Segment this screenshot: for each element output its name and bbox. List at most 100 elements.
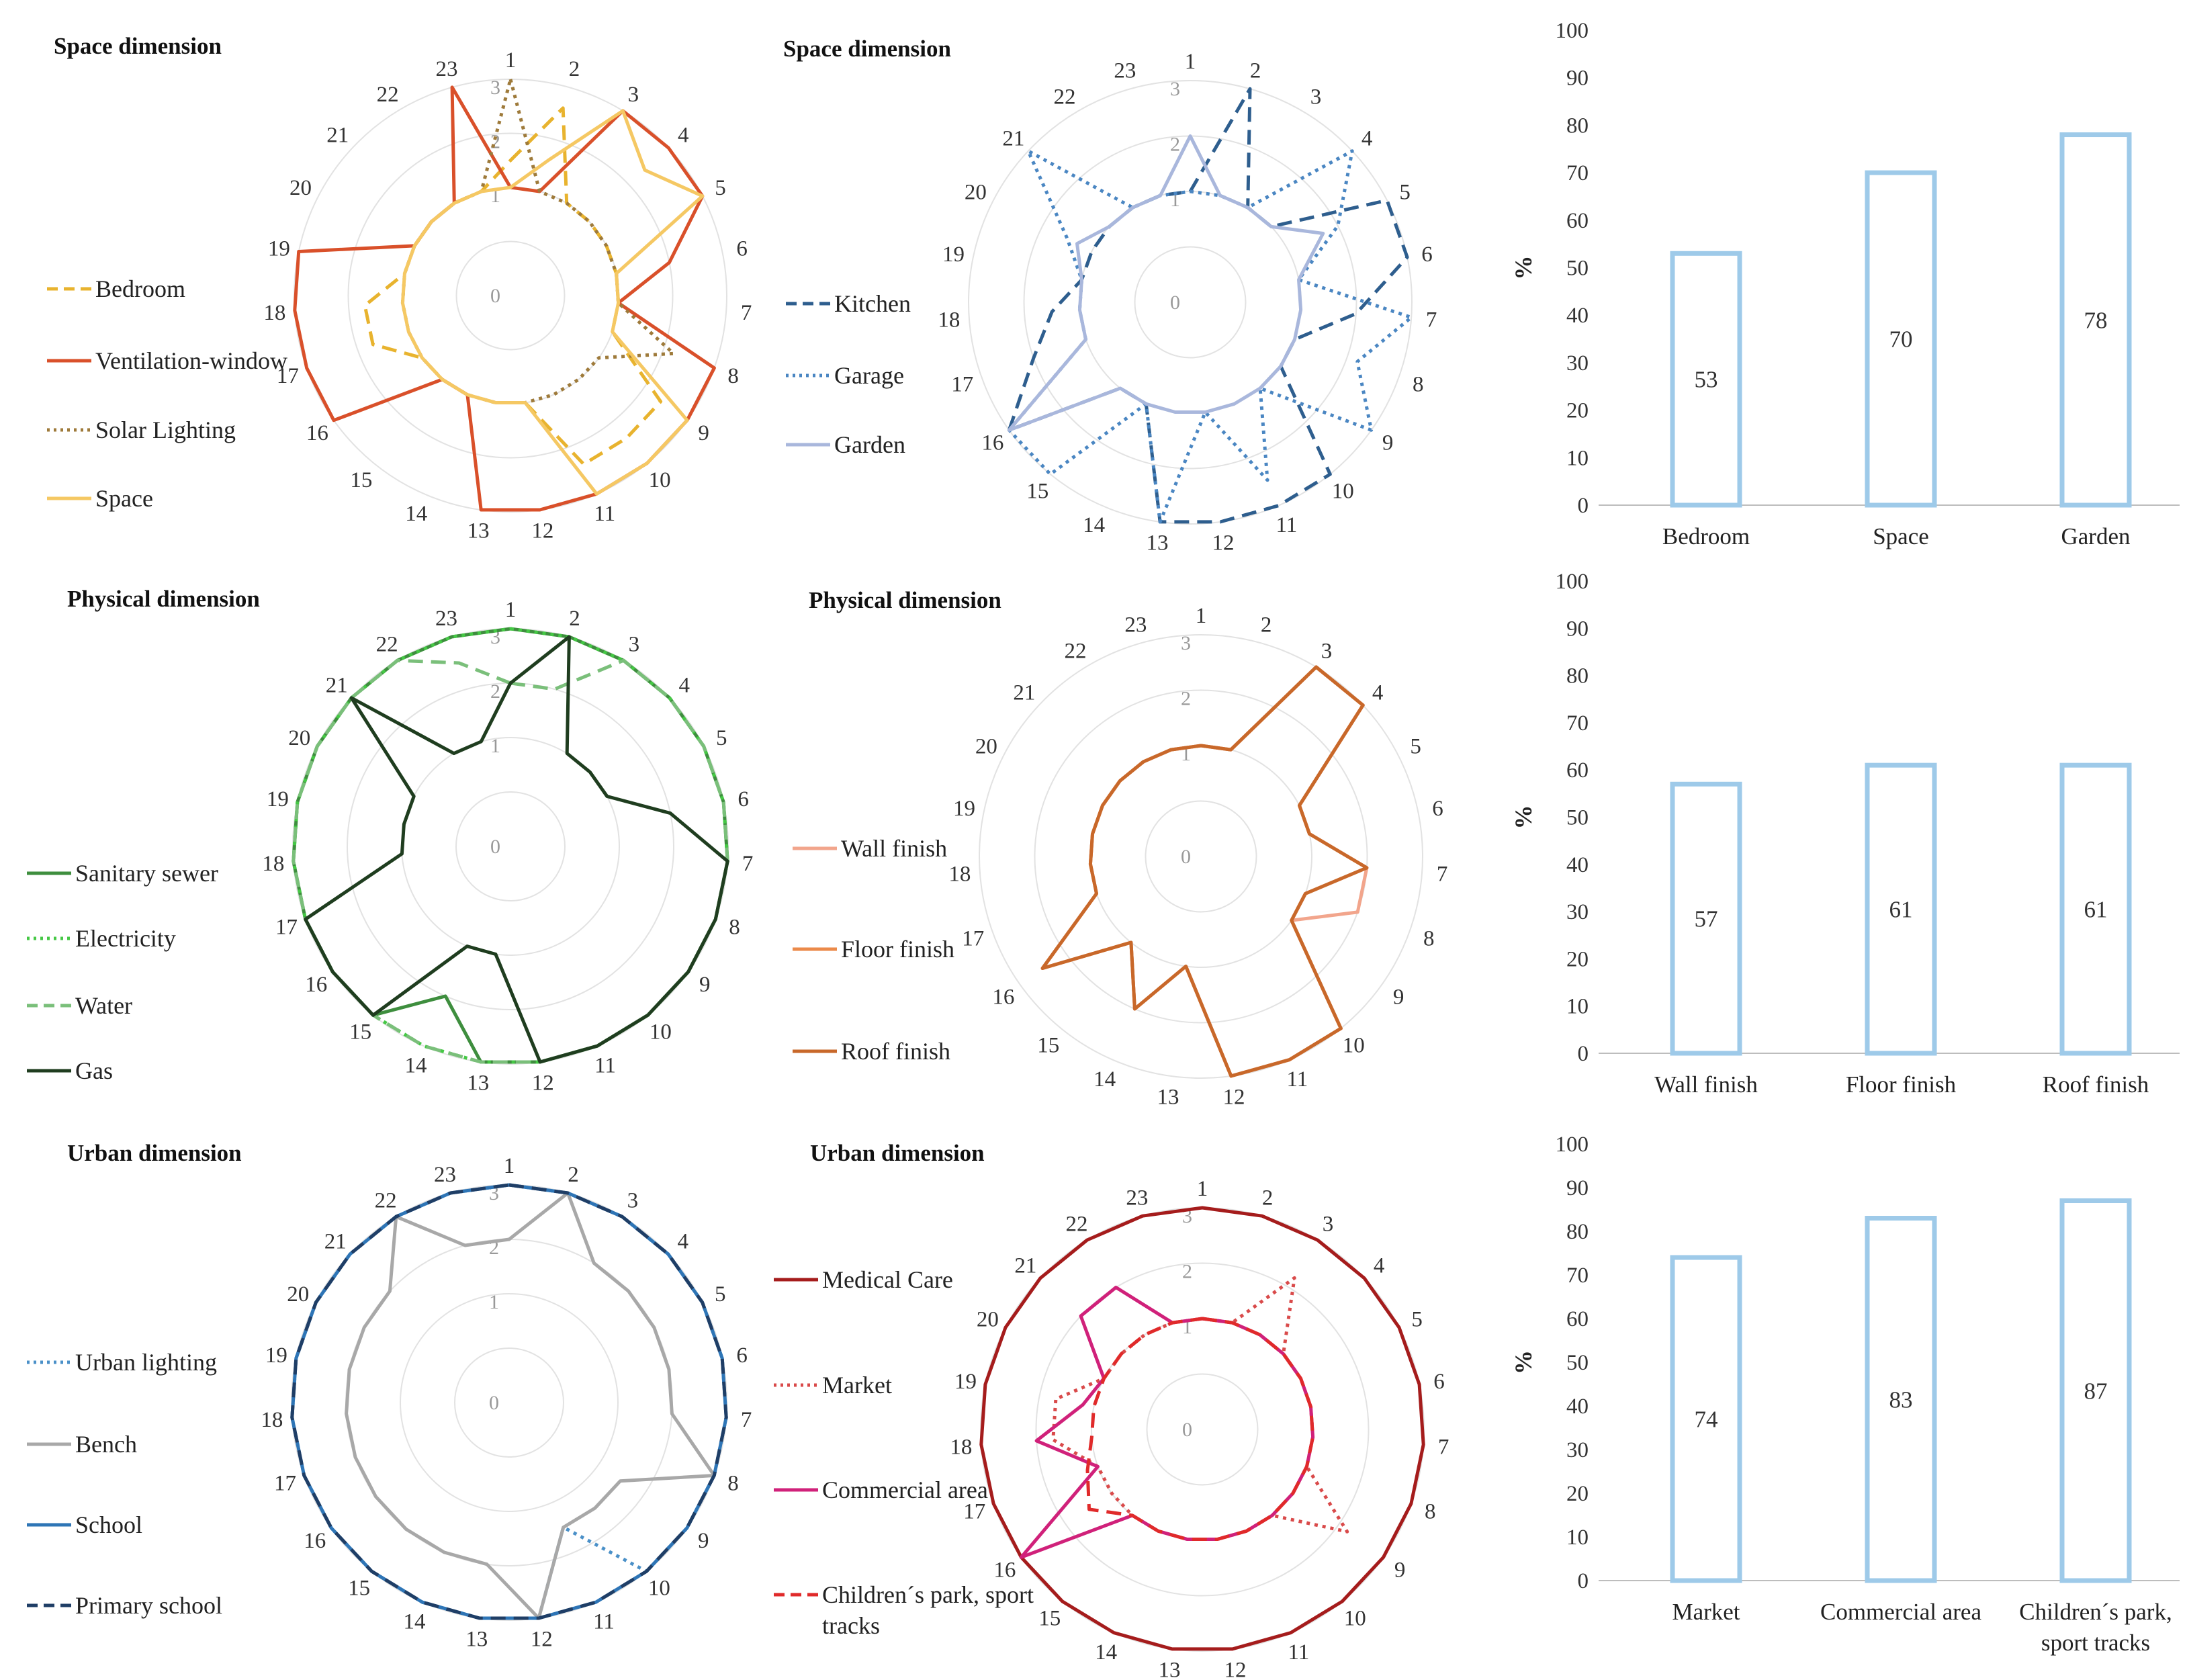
bar-value-label: 74 bbox=[1695, 1407, 1718, 1433]
y-tick-label: 0 bbox=[1578, 1569, 1589, 1593]
axis-label: 15 bbox=[1026, 479, 1048, 503]
axis-label: 4 bbox=[1374, 1253, 1385, 1278]
grid-ring bbox=[347, 132, 674, 459]
axis-label: 7 bbox=[742, 852, 754, 876]
legend-label: Medical Care bbox=[822, 1266, 953, 1293]
legend-label: Market bbox=[822, 1372, 892, 1399]
y-tick-label: 80 bbox=[1566, 114, 1589, 138]
axis-label: 16 bbox=[993, 1558, 1016, 1583]
axis-label: 21 bbox=[1014, 1253, 1036, 1278]
chart-title: Space dimension bbox=[54, 33, 222, 59]
bar-chart-3: 0 10 20 30 40 50 60 70 80 90 100% 74 Market 83 Commerc… bbox=[1510, 1133, 2180, 1656]
axis-label: 23 bbox=[1126, 1186, 1148, 1210]
legend-label: Space bbox=[95, 485, 153, 512]
y-tick-label: 60 bbox=[1566, 758, 1589, 783]
axis-label: 5 bbox=[1411, 1307, 1423, 1331]
legend-label: Roof finish bbox=[841, 1038, 950, 1065]
y-tick-label: 60 bbox=[1566, 1307, 1589, 1331]
series-line-4 bbox=[304, 635, 729, 1064]
axis-label: 18 bbox=[948, 863, 971, 887]
axis-label: 17 bbox=[962, 927, 984, 951]
series-line-4 bbox=[400, 109, 705, 496]
y-tick-label: 20 bbox=[1566, 399, 1589, 423]
y-tick-label: 10 bbox=[1566, 446, 1589, 470]
bar-value-label: 83 bbox=[1889, 1386, 1913, 1413]
axis-label: 11 bbox=[594, 502, 615, 526]
axis-label: 10 bbox=[648, 1577, 670, 1601]
axis-label: 23 bbox=[1124, 613, 1147, 637]
ring-label: 3 bbox=[1181, 632, 1191, 654]
bar-value-label: 57 bbox=[1695, 906, 1718, 932]
y-tick-label: 40 bbox=[1566, 1395, 1589, 1419]
y-tick-label: 50 bbox=[1566, 806, 1589, 830]
bar-value-label: 61 bbox=[2084, 897, 2108, 923]
bar bbox=[1865, 762, 1937, 1056]
ring-label: 2 bbox=[490, 680, 500, 703]
category-label: Bedroom bbox=[1662, 523, 1750, 549]
axis-label: 7 bbox=[741, 301, 752, 325]
axis-label: 9 bbox=[698, 1529, 709, 1553]
axis-label: 1 bbox=[504, 1154, 515, 1178]
axis-label: 14 bbox=[1094, 1067, 1116, 1092]
y-tick-label: 70 bbox=[1566, 1264, 1589, 1288]
y-axis-label: % bbox=[1510, 805, 1537, 830]
legend-label: Urban lighting bbox=[75, 1349, 217, 1376]
chart-title: Physical dimension bbox=[809, 587, 1001, 613]
axis-label: 5 bbox=[716, 726, 727, 750]
axis-label: 20 bbox=[975, 734, 997, 758]
axis-label: 7 bbox=[1438, 1435, 1449, 1460]
y-tick-label: 20 bbox=[1566, 947, 1589, 971]
axis-label: 16 bbox=[981, 431, 1003, 455]
axis-label: 14 bbox=[405, 502, 427, 526]
axis-label: 20 bbox=[965, 180, 987, 204]
ring-label: 0 bbox=[489, 1392, 499, 1414]
axis-label: 3 bbox=[627, 1189, 639, 1213]
axis-label: 7 bbox=[1437, 863, 1448, 887]
axis-label: 16 bbox=[992, 985, 1014, 1010]
axis-label: 2 bbox=[1250, 58, 1261, 83]
y-tick-label: 80 bbox=[1566, 1220, 1589, 1244]
axis-label: 8 bbox=[1423, 927, 1435, 951]
axis-label: 1 bbox=[1197, 1177, 1208, 1201]
axis-label: 14 bbox=[1083, 513, 1105, 537]
axis-label: 22 bbox=[376, 633, 398, 657]
axis-label: 1 bbox=[505, 598, 517, 622]
axis-label: 12 bbox=[531, 1628, 553, 1652]
ring-label: 3 bbox=[1170, 78, 1180, 100]
axis-label: 22 bbox=[1065, 1212, 1087, 1236]
series-line-2 bbox=[1051, 1276, 1349, 1541]
axis-label: 5 bbox=[1399, 180, 1411, 204]
ring-label: 0 bbox=[490, 285, 500, 307]
legend-label: Bench bbox=[75, 1431, 137, 1458]
y-tick-label: 90 bbox=[1566, 1176, 1589, 1200]
series-line-4 bbox=[1085, 1317, 1315, 1541]
axis-label: 19 bbox=[265, 1343, 287, 1368]
series-line-1 bbox=[1007, 87, 1409, 524]
grid-ring bbox=[347, 682, 674, 1010]
bar-value-label: 61 bbox=[1889, 897, 1913, 923]
axis-label: 4 bbox=[678, 124, 689, 148]
axis-label: 4 bbox=[678, 673, 690, 697]
grid-ring bbox=[455, 240, 566, 351]
grid-ring bbox=[455, 791, 566, 901]
axis-label: 13 bbox=[467, 519, 490, 543]
y-tick-label: 80 bbox=[1566, 664, 1589, 689]
axis-label: 14 bbox=[1095, 1640, 1117, 1665]
axis-label: 13 bbox=[465, 1628, 488, 1652]
y-tick-label: 0 bbox=[1578, 494, 1589, 518]
category-label: Space bbox=[1873, 523, 1929, 549]
category-label: Floor finish bbox=[1846, 1071, 1957, 1098]
axis-label: 17 bbox=[277, 364, 299, 388]
series-line-2 bbox=[292, 627, 729, 1064]
axis-label: 11 bbox=[594, 1054, 616, 1078]
axis-label: 17 bbox=[963, 1500, 985, 1524]
axis-label: 10 bbox=[649, 468, 671, 492]
ring-label: 3 bbox=[490, 77, 500, 99]
legend-label: Bedroom bbox=[95, 275, 185, 302]
axis-label: 2 bbox=[1262, 1186, 1274, 1210]
y-tick-label: 100 bbox=[1556, 19, 1589, 43]
axis-label: 15 bbox=[349, 1020, 371, 1045]
axis-label: 12 bbox=[1212, 531, 1235, 556]
